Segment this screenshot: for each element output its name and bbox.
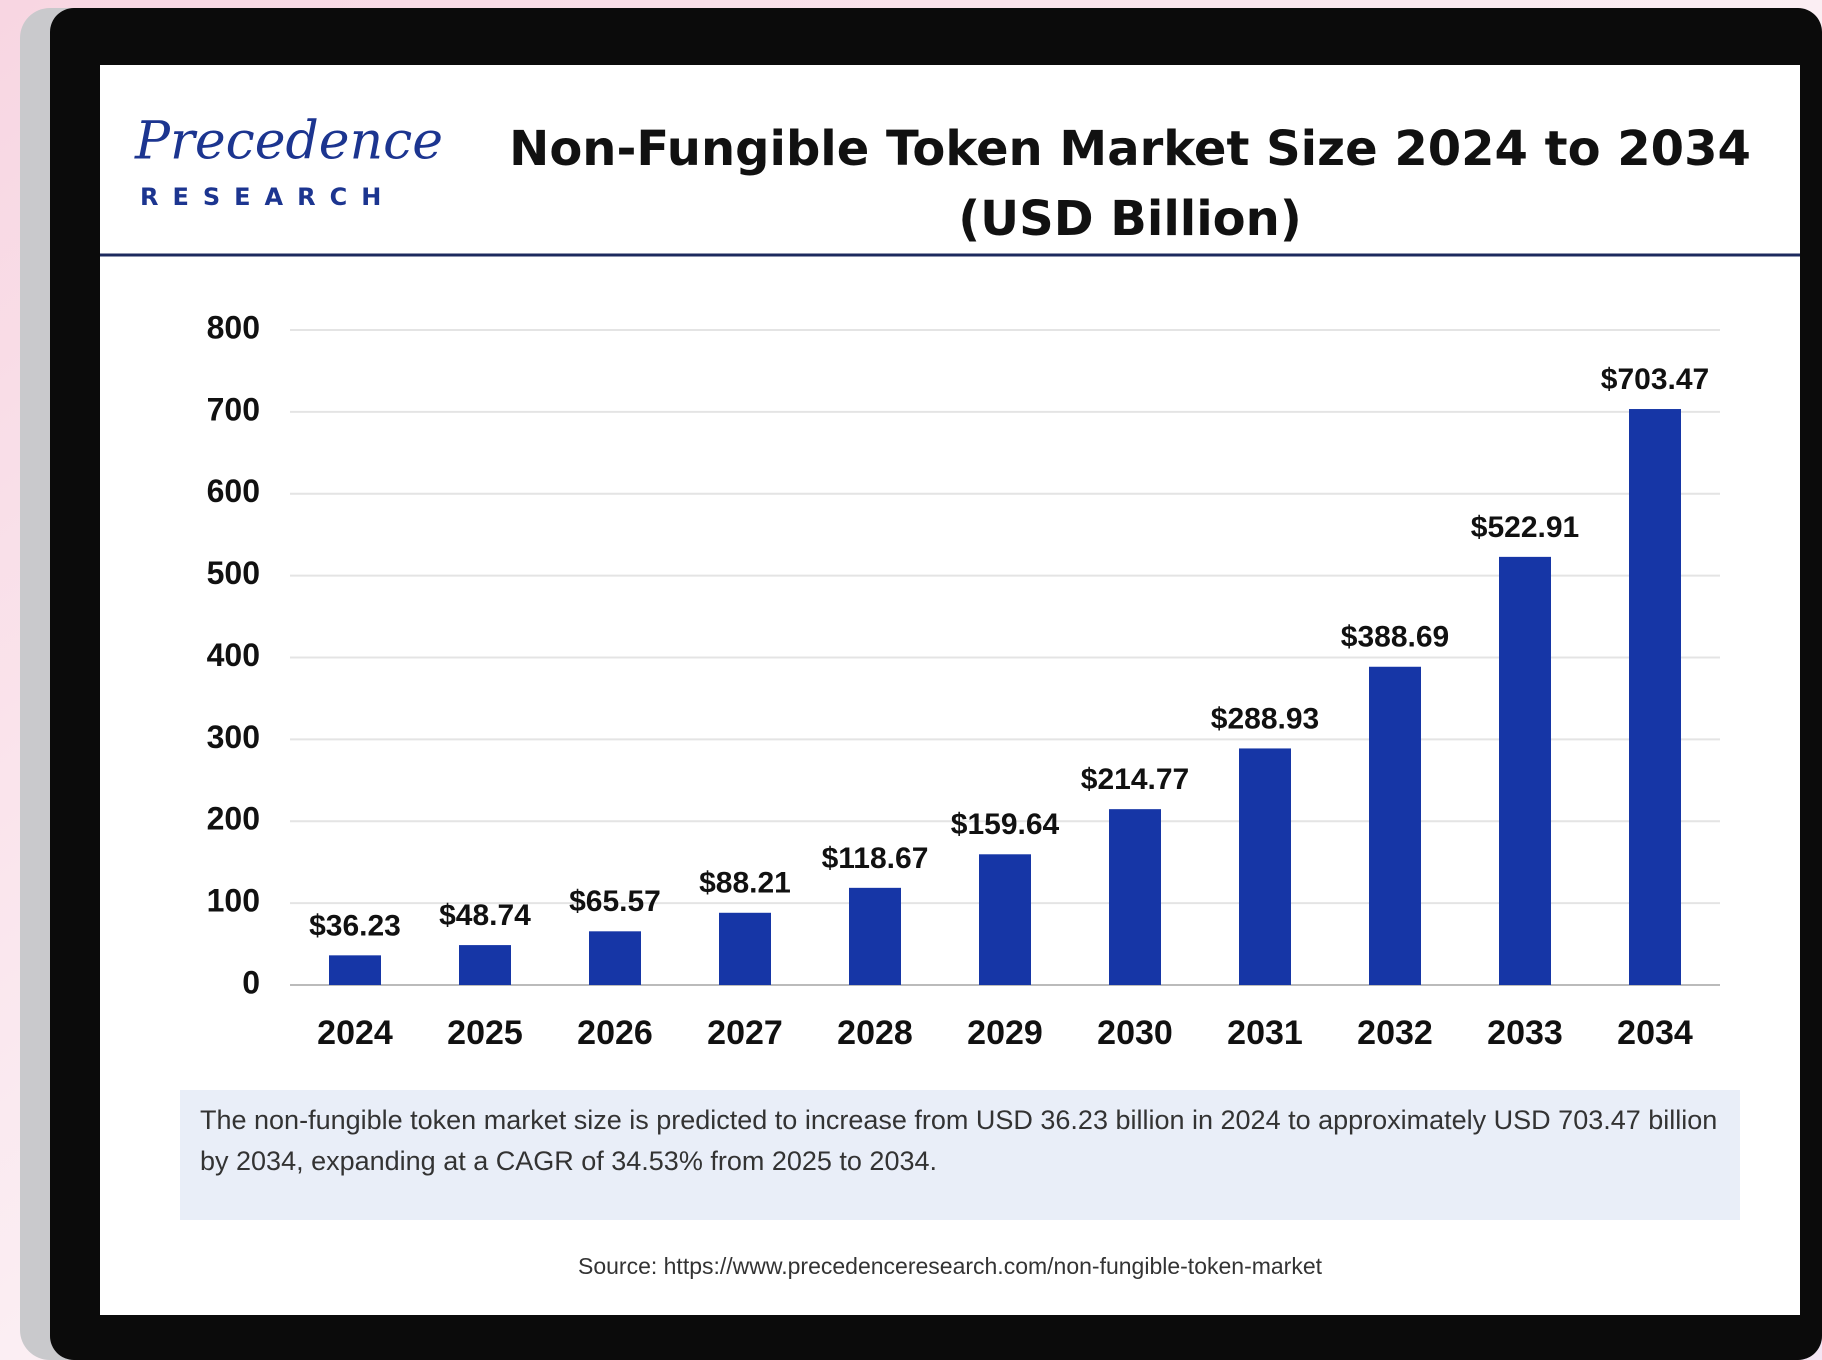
- title-box: Non-Fungible Token Market Size 2024 to 2…: [509, 121, 1751, 247]
- note-box: [180, 1090, 1740, 1220]
- y-tick-label: 400: [207, 637, 260, 673]
- bar: [1369, 666, 1421, 985]
- value-label: $522.91: [1471, 511, 1579, 544]
- bar: [849, 887, 901, 985]
- brand-name: Precedence: [134, 112, 443, 172]
- bar: [979, 854, 1031, 985]
- x-tick-label: 2029: [967, 1014, 1043, 1052]
- value-label: $48.74: [439, 899, 531, 932]
- y-tick-label: 0: [242, 964, 260, 1000]
- value-label: $214.77: [1081, 763, 1189, 796]
- x-tick-label: 2032: [1357, 1014, 1433, 1052]
- value-label: $88.21: [699, 867, 791, 900]
- bar: [719, 912, 771, 985]
- source: Source: https://www.precedenceresearch.c…: [578, 1253, 1323, 1279]
- y-tick-label: 500: [207, 555, 260, 591]
- value-label: $388.69: [1341, 621, 1449, 654]
- value-label: $36.23: [309, 909, 401, 942]
- x-tick-label: 2030: [1097, 1014, 1173, 1052]
- y-tick-label: 700: [207, 391, 260, 427]
- y-tick-label: 600: [207, 473, 260, 509]
- bar: [1499, 556, 1551, 985]
- y-tick-label: 200: [207, 801, 260, 837]
- bar: [1109, 809, 1161, 985]
- bar: [329, 955, 381, 985]
- x-tick-label: 2034: [1617, 1014, 1693, 1052]
- bar: [1629, 409, 1681, 985]
- value-label: $118.67: [822, 842, 929, 875]
- y-tick-label: 100: [207, 883, 260, 919]
- x-tick-label: 2025: [447, 1014, 523, 1052]
- chart-title: Non-Fungible Token Market Size 2024 to 2…: [509, 121, 1751, 247]
- bar: [459, 945, 511, 985]
- value-label: $159.64: [951, 808, 1060, 841]
- note: The non-fungible token market size is pr…: [200, 1105, 1718, 1176]
- value-label: $703.47: [1601, 363, 1709, 396]
- value-label: $65.57: [569, 885, 661, 918]
- bar: [589, 931, 641, 985]
- x-tick-label: 2031: [1227, 1014, 1303, 1052]
- x-tick-label: 2026: [577, 1014, 653, 1052]
- x-tick-label: 2033: [1487, 1014, 1563, 1052]
- y-tick-label: 300: [207, 719, 260, 755]
- plot: 0 100 200 300 400 500 600 700 800 2024 $36.23 2025 $…: [207, 309, 1720, 1052]
- brand-tagline: RESEARCH: [140, 183, 395, 211]
- bar: [1239, 748, 1291, 985]
- x-tick-label: 2028: [837, 1014, 913, 1052]
- x-tick-label: 2024: [317, 1014, 393, 1052]
- note-wrap: The non-fungible token market size is pr…: [200, 1105, 1718, 1176]
- y-tick-label: 800: [207, 309, 260, 345]
- x-tick-label: 2027: [707, 1014, 783, 1052]
- value-label: $288.93: [1211, 702, 1319, 735]
